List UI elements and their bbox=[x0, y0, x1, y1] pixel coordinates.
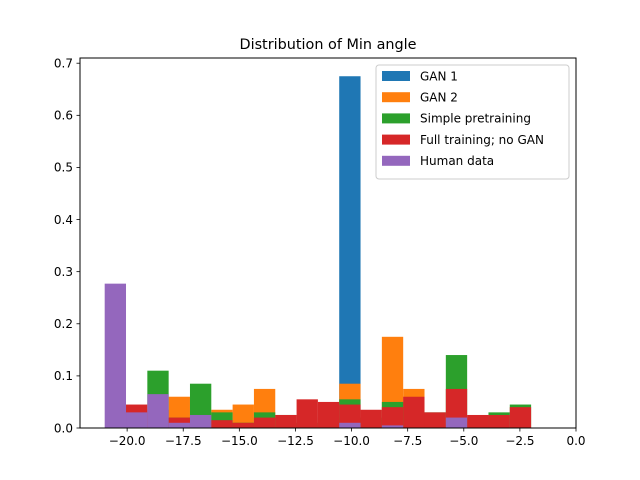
y-tick-label: 0.0 bbox=[54, 421, 73, 435]
x-tick-label: −2.5 bbox=[505, 434, 534, 448]
legend-box bbox=[375, 64, 570, 180]
y-tick-label: 0.3 bbox=[54, 265, 73, 279]
y-tick-label: 0.4 bbox=[54, 213, 73, 227]
legend-label: Full training; no GAN bbox=[420, 133, 544, 147]
bar-series-4-bin-16 bbox=[424, 412, 446, 428]
y-axis: 0.0 0.1 0.2 0.3 0.4 0.5 0.6 0.7 bbox=[54, 57, 80, 435]
bar-series-4-bin-10 bbox=[296, 399, 318, 428]
legend-label: GAN 1 bbox=[420, 69, 458, 83]
plot-frame bbox=[79, 57, 577, 429]
legend-swatch bbox=[382, 134, 410, 145]
bar-series-4-bin-13 bbox=[360, 409, 382, 428]
legend-swatch bbox=[382, 71, 410, 81]
bar-series-5-bin-2 bbox=[126, 412, 148, 428]
x-axis: −20.0 −17.5 −15.0 −12.5 −10.0 −7.5 −5.0 −2.5 0.0 bbox=[109, 428, 586, 448]
y-tick-label: 0.2 bbox=[54, 317, 73, 331]
bar-series-4-bin-7 bbox=[232, 422, 254, 428]
legend-swatch bbox=[382, 113, 410, 124]
bar-series-1-bin-12 bbox=[339, 76, 361, 428]
bar-series-4-bin-15 bbox=[403, 396, 425, 428]
bar-series-5-bin-17 bbox=[445, 417, 468, 428]
bar-series-5-bin-12 bbox=[339, 422, 361, 428]
chart-title: Distribution of Min angle bbox=[239, 37, 416, 53]
legend-label: Simple pretraining bbox=[420, 112, 531, 126]
y-tick-label: 0.6 bbox=[54, 109, 73, 123]
x-tick-label: 0.0 bbox=[566, 434, 585, 448]
x-tick-label: −17.5 bbox=[165, 434, 202, 448]
bar-series-4-bin-6 bbox=[211, 420, 233, 428]
series-5 bbox=[104, 283, 468, 428]
legend-swatch bbox=[382, 155, 410, 166]
bar-series-5-bin-5 bbox=[189, 414, 212, 428]
x-tick-label: −10.0 bbox=[333, 434, 370, 448]
y-tick-label: 0.5 bbox=[54, 161, 73, 175]
bar-series-5-bin-4 bbox=[168, 422, 190, 428]
bar-series-5-bin-1 bbox=[104, 283, 127, 428]
bar-series-5-bin-14 bbox=[381, 425, 404, 428]
bar-series-4-bin-19 bbox=[488, 414, 510, 428]
bar-series-4-bin-11 bbox=[317, 401, 340, 428]
bars-layer bbox=[104, 76, 532, 428]
x-tick-label: −7.5 bbox=[393, 434, 422, 448]
x-tick-label: −20.0 bbox=[109, 434, 146, 448]
bar-series-2-bin-7 bbox=[232, 404, 254, 428]
legend: GAN 1 GAN 2 Simple pretraining Full trainin… bbox=[375, 64, 570, 180]
bar-series-4-bin-20 bbox=[509, 407, 532, 428]
y-tick-label: 0.1 bbox=[54, 369, 73, 383]
bar-series-4-bin-8 bbox=[253, 417, 276, 428]
legend-label: Human data bbox=[420, 154, 494, 168]
x-tick-label: −5.0 bbox=[449, 434, 478, 448]
bar-series-4-bin-9 bbox=[275, 414, 297, 428]
bar-series-4-bin-12 bbox=[339, 404, 361, 428]
legend-swatch bbox=[382, 92, 410, 103]
x-tick-label: −12.5 bbox=[277, 434, 314, 448]
y-tick-label: 0.7 bbox=[54, 57, 73, 71]
bar-series-4-bin-18 bbox=[467, 414, 489, 428]
bar-series-5-bin-3 bbox=[147, 394, 169, 428]
series-1 bbox=[339, 76, 361, 428]
legend-label: GAN 2 bbox=[420, 91, 458, 105]
bar-series-4-bin-14 bbox=[381, 407, 404, 428]
x-tick-label: −15.0 bbox=[221, 434, 258, 448]
